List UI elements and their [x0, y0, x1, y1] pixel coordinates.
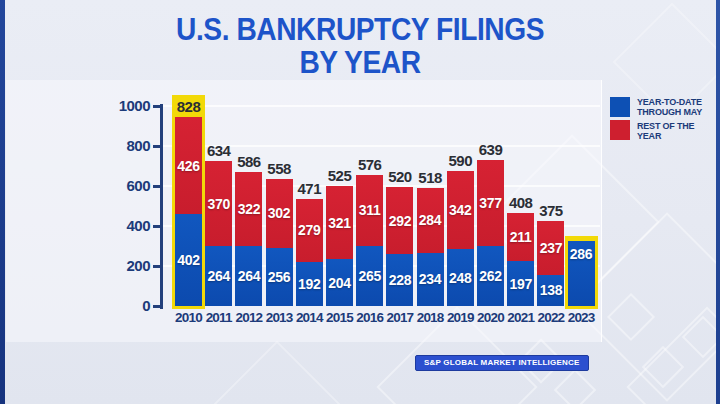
y-axis-tick: [153, 265, 160, 268]
y-axis-tick: [153, 225, 160, 228]
bar-value-rest-of-year: 237: [534, 240, 567, 256]
bar-value-ytd: 228: [383, 272, 416, 288]
bar-value-rest-of-year: 284: [414, 212, 447, 228]
y-axis-label: 800: [95, 137, 150, 155]
legend-swatch-blue: [610, 97, 630, 117]
x-axis-label: 2023: [564, 310, 599, 325]
bar-total-label: 828: [171, 98, 206, 115]
source-badge: S&P GLOBAL MARKET INTELLIGENCE: [415, 355, 589, 371]
y-axis-line: [160, 104, 163, 309]
y-axis-label: 200: [95, 257, 150, 275]
legend-label-ytd-line1: YEAR-TO-DATE: [637, 97, 720, 107]
y-axis-tick: [153, 185, 160, 188]
bar-value-ytd: 264: [202, 268, 235, 284]
y-axis-label: 400: [95, 217, 150, 235]
left-edge-strip: [0, 0, 5, 404]
bar-value-ytd: 204: [323, 275, 356, 291]
legend-label-ytd-line2: THROUGH MAY: [637, 107, 720, 117]
bar-total-label: 558: [262, 160, 297, 177]
y-axis-label: 600: [95, 177, 150, 195]
legend-label-rest-line2: YEAR: [637, 131, 720, 141]
bar-value-rest-of-year: 302: [263, 205, 296, 221]
bar-value-rest-of-year: 342: [444, 202, 477, 218]
bar-value-rest-of-year: 211: [504, 229, 537, 245]
y-axis-tick: [153, 105, 160, 108]
y-axis-tick: [153, 305, 160, 308]
bar-value-rest-of-year: 426: [172, 158, 205, 174]
bar-value-ytd: 264: [232, 268, 265, 284]
legend-label-ytd: YEAR-TO-DATE THROUGH MAY: [637, 97, 720, 117]
bar-value-ytd: 192: [293, 276, 326, 292]
bar-value-ytd: 402: [172, 252, 205, 268]
bar-value-ytd: 197: [504, 276, 537, 292]
bar-value-rest-of-year: 377: [474, 195, 507, 211]
legend-label-rest-line1: REST OF THE: [637, 121, 720, 131]
bar-value-rest-of-year: 279: [293, 222, 326, 238]
y-axis-tick: [153, 145, 160, 148]
bar-total-label: 639: [473, 141, 508, 158]
gridline: [163, 105, 600, 107]
bar-chart: 0200400600800100082842640220106343702642…: [0, 0, 720, 404]
bar-total-label: 375: [533, 202, 568, 219]
bar-value-ytd: 256: [263, 269, 296, 285]
bar-value-ytd: 234: [414, 271, 447, 287]
bar-value-rest-of-year: 321: [323, 215, 356, 231]
right-edge-strip: [716, 0, 720, 404]
y-axis-label: 0: [95, 297, 150, 315]
screen: U.S. BANKRUPTCY FILINGS BY YEAR 02004006…: [0, 0, 720, 404]
bar-value-ytd: 248: [444, 270, 477, 286]
bar-value-ytd: 262: [474, 268, 507, 284]
bar-value-ytd: 265: [353, 268, 386, 284]
bar-value-rest-of-year: 370: [202, 196, 235, 212]
bar-value-rest-of-year: 311: [353, 202, 386, 218]
bar-value-rest-of-year: 292: [383, 213, 416, 229]
bar-total-label: 518: [413, 169, 448, 186]
legend-label-rest: REST OF THE YEAR: [637, 121, 720, 141]
legend-swatch-red: [610, 120, 630, 140]
y-axis-label: 1000: [95, 97, 150, 115]
bar-value-ytd: 286: [565, 246, 598, 262]
bar-value-ytd: 138: [534, 282, 567, 298]
bar-value-rest-of-year: 322: [232, 201, 265, 217]
